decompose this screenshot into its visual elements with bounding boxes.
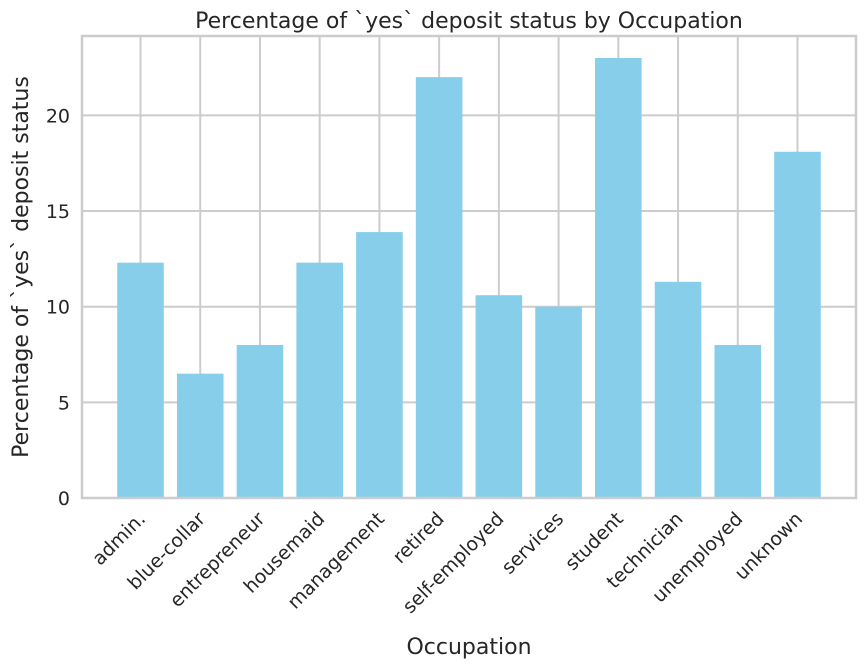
- bar-student: [595, 58, 642, 498]
- bar-management: [356, 232, 403, 498]
- y-tick-label: 15: [46, 201, 70, 223]
- bar-admin: [117, 262, 164, 498]
- x-tick-label: self-employed: [398, 508, 508, 618]
- bar-unknown: [774, 151, 821, 498]
- bars: [117, 58, 821, 498]
- y-tick-labels: 0 5 10 15 20: [46, 105, 70, 510]
- bar-technician: [654, 281, 702, 498]
- bar-entrepreneur: [236, 344, 284, 498]
- chart-title: Percentage of `yes` deposit status by Oc…: [195, 9, 743, 34]
- y-tick-label: 5: [58, 392, 70, 414]
- y-tick-label: 20: [46, 105, 70, 127]
- bar-unemployed: [714, 344, 762, 498]
- bar-retired: [415, 77, 463, 498]
- bar-blue-collar: [176, 373, 224, 498]
- y-tick-label: 10: [46, 297, 70, 319]
- x-tick-label: services: [497, 508, 568, 579]
- x-axis-label: Occupation: [406, 635, 531, 660]
- y-tick-label: 0: [58, 488, 70, 510]
- x-tick-labels: admin.blue-collarentrepreneurhousemaidma…: [88, 508, 807, 618]
- bar-self-employed: [475, 295, 523, 498]
- x-tick-label: retired: [389, 508, 449, 568]
- plot-frame: [80, 34, 858, 500]
- bar-housemaid: [296, 262, 343, 498]
- bar-services: [535, 306, 582, 498]
- y-axis-label: Percentage of `yes` deposit status: [9, 76, 34, 458]
